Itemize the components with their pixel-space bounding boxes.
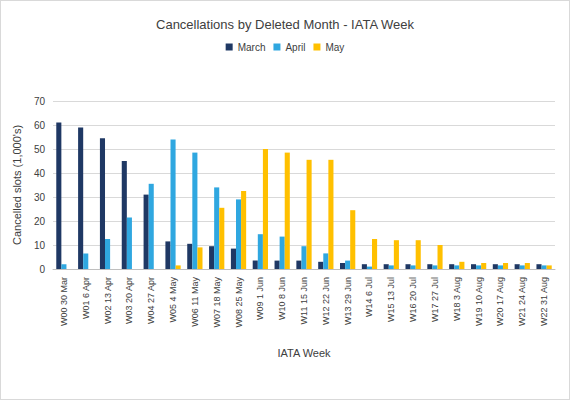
svg-text:10: 10: [34, 240, 46, 251]
svg-text:W16 20 Jul: W16 20 Jul: [408, 277, 418, 322]
svg-text:0: 0: [39, 264, 45, 275]
svg-text:W13 29 Jun: W13 29 Jun: [343, 277, 353, 325]
svg-text:20: 20: [34, 216, 46, 227]
svg-text:W05 4 May: W05 4 May: [168, 277, 178, 323]
svg-text:W06 11 May: W06 11 May: [190, 277, 200, 327]
svg-text:W02 13 Apr: W02 13 Apr: [103, 277, 113, 324]
svg-text:W07 18 May: W07 18 May: [212, 277, 222, 328]
svg-text:40: 40: [34, 168, 46, 179]
svg-text:W14 6 Jul: W14 6 Jul: [364, 277, 374, 317]
svg-text:W21 24 Aug: W21 24 Aug: [517, 277, 527, 326]
svg-text:April: April: [285, 42, 305, 53]
svg-text:W03 20 Apr: W03 20 Apr: [124, 277, 134, 324]
svg-text:W01 6 Apr: W01 6 Apr: [81, 277, 91, 319]
svg-text:70: 70: [34, 96, 46, 107]
svg-text:50: 50: [34, 144, 46, 155]
svg-text:W00 30 Mar: W00 30 Mar: [59, 277, 69, 326]
svg-text:60: 60: [34, 120, 46, 131]
svg-text:W11 15 Jun: W11 15 Jun: [299, 277, 309, 324]
svg-text:W20 17 Aug: W20 17 Aug: [495, 277, 505, 326]
svg-text:W09 1 Jun: W09 1 Jun: [255, 277, 265, 320]
svg-text:May: May: [325, 42, 344, 53]
svg-text:30: 30: [34, 192, 46, 203]
svg-text:IATA Week: IATA Week: [277, 347, 331, 359]
svg-text:March: March: [238, 42, 266, 53]
svg-text:W18 3 Aug: W18 3 Aug: [452, 277, 462, 321]
svg-text:W08 25 May: W08 25 May: [234, 277, 244, 328]
svg-text:Cancelled slots (1,000's): Cancelled slots (1,000's): [11, 125, 23, 245]
svg-text:W04 27 Apr: W04 27 Apr: [146, 277, 156, 324]
svg-text:W15 13 Jul: W15 13 Jul: [386, 277, 396, 322]
svg-text:W22 31 Aug: W22 31 Aug: [539, 277, 549, 326]
svg-text:Cancellations by Deleted Month: Cancellations by Deleted Month - IATA We…: [156, 17, 414, 32]
svg-text:W12 22 Jun: W12 22 Jun: [321, 277, 331, 325]
svg-text:W19 10 Aug: W19 10 Aug: [474, 277, 484, 326]
svg-text:W10 8 Jun: W10 8 Jun: [277, 277, 287, 320]
svg-text:W17 27 Jul: W17 27 Jul: [430, 277, 440, 322]
